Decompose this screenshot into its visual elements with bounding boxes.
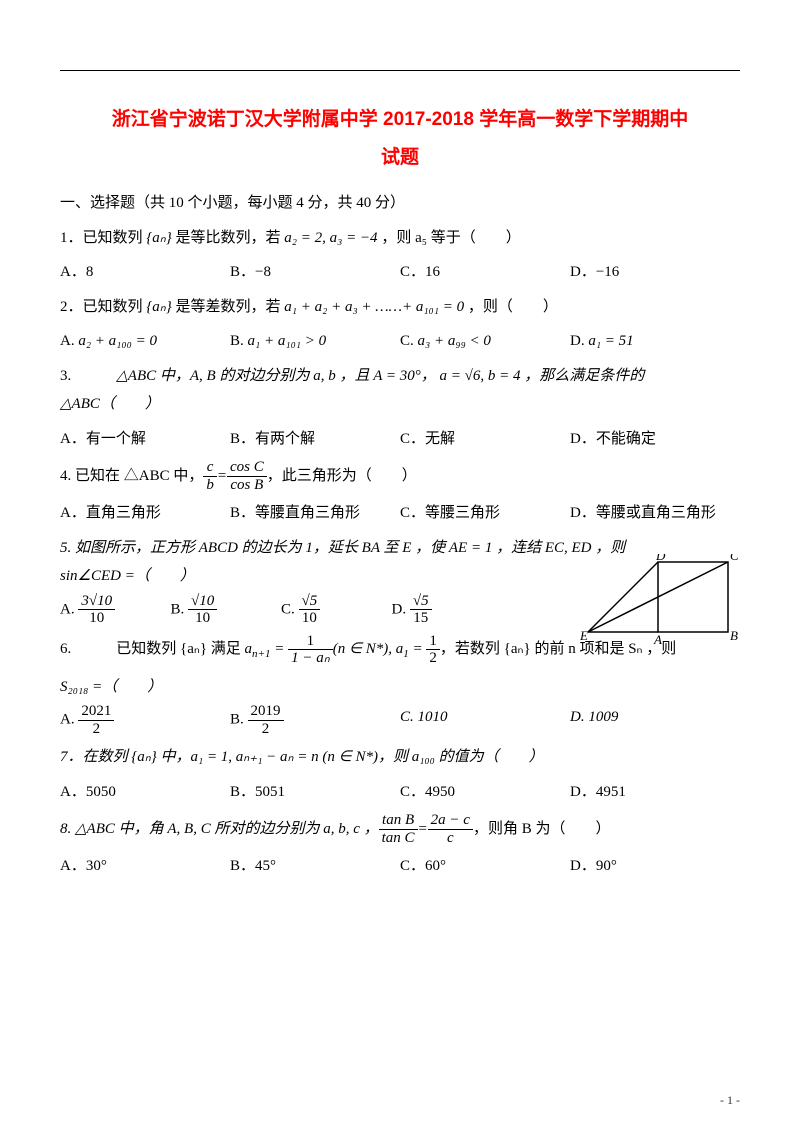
q6-note: (n ∈ N*),: [333, 635, 392, 664]
title-line2: 试题: [60, 139, 740, 177]
q6-a1: a1 =: [396, 635, 427, 665]
q5-opt-C: C. √510: [281, 593, 392, 627]
q4-post: ，此三角形为（ ）: [267, 462, 417, 491]
q2-opt-D: D. a₁ = 51: [570, 327, 740, 356]
q2-seq: {aₙ}: [146, 299, 171, 315]
q8-pre: 8. △ABC 中，角 A, B, C 所对的边分别为 a, b, c ，: [60, 815, 379, 844]
q1-opt-C: C．16: [400, 258, 570, 287]
question-8: 8. △ABC 中，角 A, B, C 所对的边分别为 a, b, c ， ta…: [60, 812, 740, 846]
question-5: 5. 如图所示，正方形 ABCD 的边长为 1，延长 BA 至 E ，使 AE …: [60, 534, 740, 627]
q3-options: A．有一个解 B．有两个解 C．无解 D．不能确定: [60, 425, 740, 454]
q2-opt-B: B. a₁ + a₁₀₁ > 0: [230, 327, 400, 356]
q6-an1: an+1 =: [245, 635, 289, 665]
q2-cond: a₁ + a₂ + a₃ + ……+ a₁₀₁ = 0: [284, 299, 464, 315]
question-3: 3. △ABC 中，A, B 的对边分别为 a, b ，且 A = 30°， a…: [60, 362, 740, 419]
q5-opt-B: B. √1010: [171, 593, 282, 627]
q8-post: ，则角 B 为（ ）: [473, 815, 611, 844]
q8-opt-D: D．90°: [570, 852, 740, 881]
q8-eq: =: [418, 815, 428, 844]
q8-opt-C: C．60°: [400, 852, 570, 881]
q8-frac-right: 2a − c c: [428, 812, 473, 846]
q1-opt-D: D．−16: [570, 258, 740, 287]
q1-pre: 1．已知数列: [60, 230, 143, 246]
q2-opt-A: A. a₂ + a₁₀₀ = 0: [60, 327, 230, 356]
q5-opt-D: D. √515: [392, 593, 503, 627]
q6-post: ，若数列 {aₙ} 的前 n 项和是 Sₙ ，则: [440, 635, 676, 664]
q5-opt-A: A. 3√1010: [60, 593, 171, 627]
q3-opt-B: B．有两个解: [230, 425, 400, 454]
title-line1: 浙江省宁波诺丁汉大学附属中学 2017-2018 学年高一数学下学期期中: [60, 101, 740, 139]
q6-opt-B: B. 20192: [230, 703, 400, 737]
q2-post: ，则（ ）: [468, 299, 558, 315]
question-2: 2．已知数列 {aₙ} 是等差数列，若 a₁ + a₂ + a₃ + ……+ a…: [60, 293, 740, 322]
question-6: 6. 已知数列 {aₙ} 满足 an+1 = 1 1 − aₙ (n ∈ N*)…: [60, 633, 740, 667]
geometry-diagram-icon: D C E A B: [580, 554, 740, 644]
section-heading: 一、选择题（共 10 个小题，每小题 4 分，共 40 分）: [60, 189, 740, 218]
q4-frac-right: cos C cos B: [227, 459, 267, 493]
svg-text:D: D: [655, 554, 666, 563]
q6-options: A. 20212 B. 20192 C. 1010 D. 1009: [60, 703, 740, 737]
q7-opt-B: B．5051: [230, 778, 400, 807]
q1-seq: {aₙ}: [146, 230, 171, 246]
q3-line2: △ABC（ ）: [60, 390, 740, 419]
q8-options: A．30° B．45° C．60° D．90°: [60, 852, 740, 881]
q4-pre: 4. 已知在 △ABC 中，: [60, 462, 203, 491]
q8-frac-left: tan B tan C: [379, 812, 418, 846]
q4-opt-C: C．等腰三角形: [400, 499, 570, 528]
q1-mid: 是等比数列，若: [176, 230, 281, 246]
q7-opt-C: C．4950: [400, 778, 570, 807]
q3-opt-A: A．有一个解: [60, 425, 230, 454]
page-title: 浙江省宁波诺丁汉大学附属中学 2017-2018 学年高一数学下学期期中 试题: [60, 101, 740, 177]
q6-frac2: 1 2: [426, 633, 440, 667]
q6-frac1: 1 1 − aₙ: [288, 633, 333, 667]
q4-options: A．直角三角形 B．等腰直角三角形 C．等腰三角形 D．等腰或直角三角形: [60, 499, 740, 528]
q1-cond: a₂ = 2, a₃ = −4: [284, 230, 377, 246]
question-7: 7．在数列 {aₙ} 中，a₁ = 1, aₙ₊₁ − aₙ = n (n ∈ …: [60, 743, 740, 772]
q6-opt-D: D. 1009: [570, 703, 740, 737]
q3-opt-C: C．无解: [400, 425, 570, 454]
q4-opt-A: A．直角三角形: [60, 499, 230, 528]
q8-opt-A: A．30°: [60, 852, 230, 881]
q2-pre: 2．已知数列: [60, 299, 143, 315]
q2-options: A. a₂ + a₁₀₀ = 0 B. a₁ + a₁₀₁ > 0 C. a₃ …: [60, 327, 740, 356]
q2-opt-C: C. a₃ + a₉₉ < 0: [400, 327, 570, 356]
q7-opt-A: A．5050: [60, 778, 230, 807]
q6-opt-A: A. 20212: [60, 703, 230, 737]
q7-options: A．5050 B．5051 C．4950 D．4951: [60, 778, 740, 807]
q4-opt-B: B．等腰直角三角形: [230, 499, 400, 528]
q4-eq: =: [217, 462, 227, 491]
q6-opt-C: C. 1010: [400, 703, 570, 737]
q8-opt-B: B．45°: [230, 852, 400, 881]
top-rule: [60, 70, 740, 71]
q1-post: ，则 a₅ 等于（ ）: [381, 230, 520, 246]
q1-opt-B: B．−8: [230, 258, 400, 287]
exam-page: 浙江省宁波诺丁汉大学附属中学 2017-2018 学年高一数学下学期期中 试题 …: [0, 0, 800, 1132]
q5-options: A. 3√1010 B. √1010 C. √510 D. √515: [60, 593, 502, 627]
q1-opt-A: A．8: [60, 258, 230, 287]
q6-pre: 6. 已知数列 {aₙ} 满足: [60, 635, 241, 664]
question-1: 1．已知数列 {aₙ} 是等比数列，若 a₂ = 2, a₃ = −4 ，则 a…: [60, 224, 740, 253]
q2-mid: 是等差数列，若: [176, 299, 281, 315]
q7-opt-D: D．4951: [570, 778, 740, 807]
q3-opt-D: D．不能确定: [570, 425, 740, 454]
q4-opt-D: D．等腰或直角三角形: [570, 499, 740, 528]
svg-text:C: C: [730, 554, 739, 563]
q1-options: A．8 B．−8 C．16 D．−16: [60, 258, 740, 287]
q6-line2: S₂₀₁₈ =（ ）: [60, 673, 740, 702]
q3-line1: △ABC 中，A, B 的对边分别为 a, b ，且 A = 30°， a = …: [116, 368, 644, 384]
page-footer: - 1 -: [720, 1089, 740, 1112]
question-4: 4. 已知在 △ABC 中， c b = cos C cos B ，此三角形为（…: [60, 459, 740, 493]
q4-frac-left: c b: [203, 459, 217, 493]
